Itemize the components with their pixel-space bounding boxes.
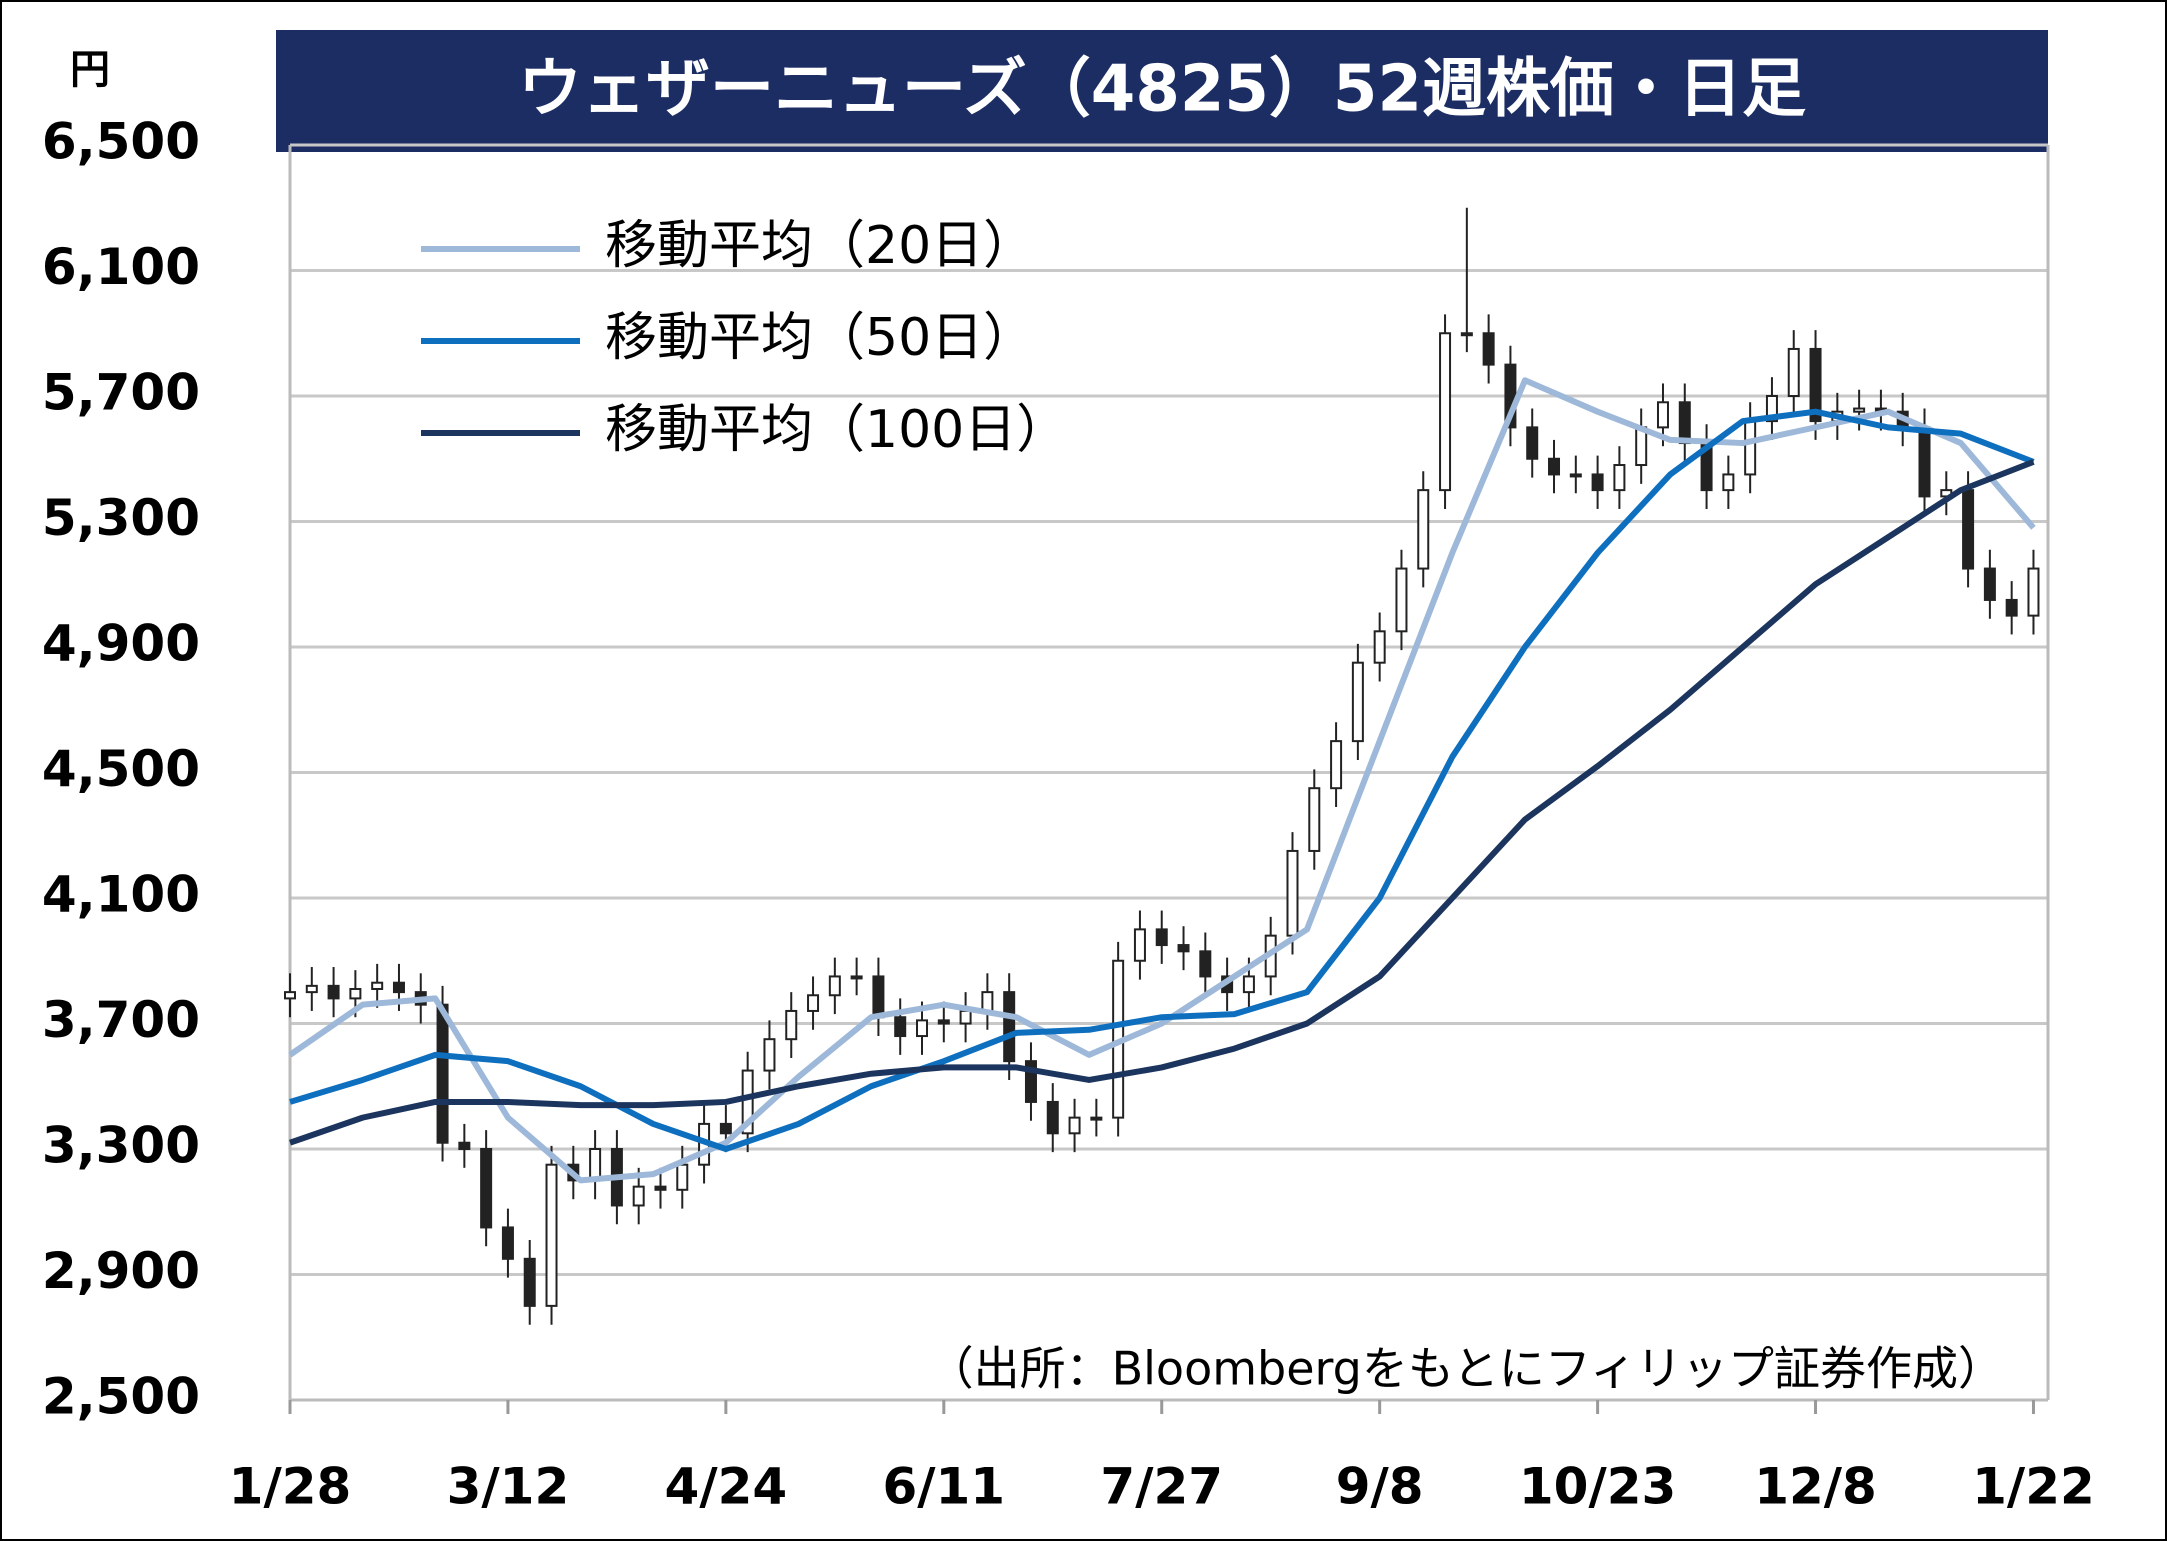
candle-body [1613, 464, 1626, 492]
x-tick-label: 1/28 [229, 1458, 352, 1516]
candle-body [1417, 489, 1430, 570]
moving-average-line [288, 377, 2036, 1184]
candle-body [1439, 332, 1452, 492]
candle-body [458, 1141, 471, 1150]
candle-body [1853, 407, 1866, 413]
candle-body [807, 994, 820, 1012]
candle-body [1482, 332, 1495, 366]
candle-body [1809, 347, 1822, 423]
candle-body [1373, 630, 1386, 664]
candle-body [632, 1185, 645, 1207]
y-tick-label: 4,100 [42, 866, 200, 924]
candle-body [872, 975, 885, 1019]
candle-body [349, 987, 362, 1000]
candle-body [1460, 332, 1473, 337]
candle-body [654, 1185, 667, 1191]
candle-body [1286, 849, 1299, 937]
candle-body [2027, 567, 2040, 617]
candle-body [1962, 489, 1975, 570]
candle-body [1678, 401, 1691, 445]
candle-body [1787, 347, 1800, 397]
chart-title: ウェザーニューズ（4825）52週株価・日足 [518, 53, 1806, 127]
x-tick-label: 12/8 [1754, 1458, 1877, 1516]
candle-body [589, 1148, 602, 1182]
x-tick-label: 4/24 [665, 1458, 788, 1516]
x-tick-label: 10/23 [1519, 1458, 1676, 1516]
candle-body [1242, 975, 1255, 994]
title-bar [276, 30, 2048, 152]
candle-body [763, 1038, 776, 1072]
candle-body [1744, 420, 1757, 476]
y-tick-label: 2,500 [42, 1368, 200, 1426]
candle-body [1656, 401, 1669, 429]
y-tick-label: 4,500 [42, 740, 200, 798]
candle-body [305, 984, 318, 994]
candle-body [1330, 740, 1343, 790]
candle-body [392, 981, 405, 994]
candle-body [1548, 457, 1561, 476]
candle-body [850, 975, 863, 980]
candle-body [1046, 1100, 1059, 1135]
candle-body [1918, 426, 1931, 498]
candle-body [959, 1009, 972, 1025]
y-unit: 円 [70, 47, 110, 93]
legend-label: 移動平均（100日） [605, 400, 1068, 460]
candle-body [1765, 395, 1778, 423]
candle-body [545, 1163, 558, 1307]
y-tick-label: 6,500 [42, 113, 200, 171]
candle-body [1003, 991, 1016, 1063]
x-tick-label: 1/22 [1972, 1458, 2095, 1516]
candle-body [1090, 1116, 1103, 1121]
x-tick-label: 3/12 [447, 1458, 570, 1516]
legend-label: 移動平均（50日） [605, 308, 1035, 368]
x-tick-label: 7/27 [1100, 1458, 1223, 1516]
candle-body [937, 1019, 950, 1025]
candle-body [1569, 473, 1582, 478]
candle-body [1526, 426, 1539, 460]
source-note: （出所：Bloombergをもとにフィリップ証券作成） [928, 1342, 2004, 1396]
moving-average-line [289, 459, 2035, 1146]
candle-body [1308, 787, 1321, 852]
candle-body [1177, 944, 1190, 953]
candle-body [981, 991, 994, 1012]
candle-body [2005, 598, 2018, 617]
candle-body [1133, 928, 1146, 962]
candle-body [1351, 661, 1364, 743]
candle-body [327, 984, 340, 1000]
y-tick-label: 4,900 [42, 615, 200, 673]
candle-body [371, 981, 384, 990]
x-tick-label: 6/11 [882, 1458, 1005, 1516]
candle-body [719, 1122, 732, 1135]
candle-body [741, 1069, 754, 1135]
y-tick-label: 3,700 [42, 991, 200, 1049]
candle-body [1024, 1060, 1037, 1103]
y-tick-label: 5,300 [42, 489, 200, 547]
candle-body [436, 1003, 449, 1144]
candle-body [480, 1148, 493, 1229]
candle-body [828, 975, 841, 997]
candle-body [894, 1016, 907, 1038]
candle-body [523, 1257, 536, 1307]
candle-body [1722, 473, 1735, 492]
y-tick-label: 5,700 [42, 364, 200, 422]
legend-label: 移動平均（20日） [605, 216, 1035, 276]
candle-body [916, 1019, 929, 1038]
candle-body [284, 991, 296, 1000]
candle-body [501, 1226, 514, 1260]
candle-body [1591, 473, 1604, 492]
candle-body [1068, 1116, 1081, 1135]
candle-body [676, 1163, 689, 1191]
x-tick-label: 9/8 [1336, 1458, 1424, 1516]
y-tick-label: 2,900 [42, 1242, 200, 1300]
candle-body [1395, 567, 1408, 633]
candle-body [1155, 928, 1168, 947]
candle-body [1983, 567, 1996, 601]
moving-average-line [289, 408, 2035, 1152]
candle-body [1199, 950, 1212, 978]
y-tick-label: 6,100 [42, 238, 200, 296]
candle-body [785, 1009, 798, 1041]
y-tick-label: 3,300 [42, 1117, 200, 1175]
